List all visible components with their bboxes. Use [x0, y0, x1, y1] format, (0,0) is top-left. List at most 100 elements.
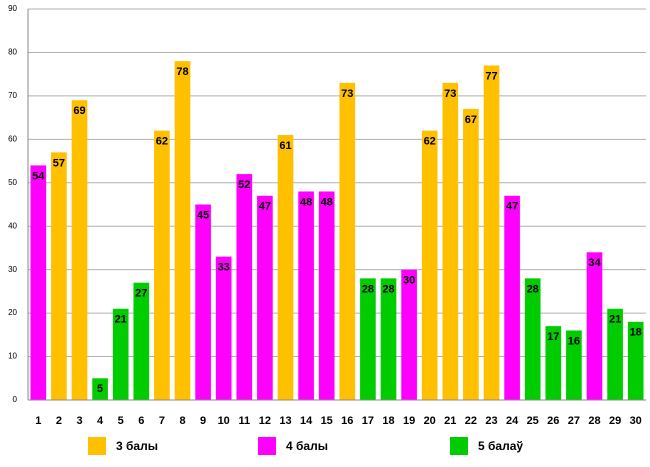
value-label: 33 [218, 262, 230, 274]
x-tick-label: 30 [630, 415, 642, 427]
x-tick-label: 6 [138, 415, 144, 427]
x-tick-label: 8 [179, 415, 185, 427]
x-tick-label: 26 [547, 415, 559, 427]
y-tick-label: 10 [8, 352, 17, 361]
bar [442, 82, 459, 400]
value-label: 78 [176, 66, 188, 78]
value-label: 30 [403, 275, 415, 287]
value-label: 21 [609, 314, 621, 326]
x-tick-label: 19 [403, 415, 415, 427]
x-tick-label: 23 [485, 415, 497, 427]
bar [504, 195, 520, 400]
x-tick-label: 10 [218, 415, 230, 427]
x-tick-label: 20 [424, 415, 436, 427]
value-label: 45 [197, 209, 209, 221]
bar [483, 65, 500, 400]
x-tick-label: 27 [568, 415, 580, 427]
x-tick-label: 25 [527, 415, 539, 427]
legend-swatch [88, 437, 106, 455]
bar [30, 165, 47, 400]
value-label: 28 [527, 283, 539, 295]
bar [133, 282, 150, 400]
y-tick-label: 90 [8, 4, 17, 13]
value-label: 62 [156, 136, 168, 148]
x-tick-label: 24 [506, 415, 519, 427]
bar [566, 330, 582, 400]
value-label: 52 [238, 179, 250, 191]
value-label: 54 [32, 170, 45, 182]
y-tick-label: 40 [8, 221, 17, 230]
bar [380, 278, 397, 400]
value-label: 77 [485, 70, 497, 82]
value-label: 47 [259, 201, 271, 213]
x-tick-label: 5 [118, 415, 124, 427]
value-label: 16 [568, 335, 580, 347]
value-label: 18 [630, 327, 642, 339]
x-tick-label: 7 [159, 415, 165, 427]
x-tick-label: 14 [300, 415, 313, 427]
bar [401, 269, 417, 400]
x-tick-label: 15 [321, 415, 333, 427]
x-tick-label: 2 [56, 415, 62, 427]
bar [277, 134, 294, 400]
bar [545, 326, 562, 400]
x-tick-label: 11 [238, 415, 250, 427]
value-label: 5 [97, 383, 103, 395]
bar [71, 100, 88, 400]
legend-swatch [450, 437, 468, 455]
y-tick-label: 60 [8, 134, 17, 143]
bar [421, 130, 438, 400]
legend-label: 3 балы [116, 439, 158, 453]
bar [257, 195, 273, 400]
bar [298, 191, 314, 400]
value-label: 28 [362, 283, 374, 295]
x-tick-label: 17 [362, 415, 374, 427]
y-tick-label: 30 [8, 265, 17, 274]
value-label: 47 [506, 201, 518, 213]
value-label: 67 [465, 114, 477, 126]
x-tick-label: 13 [279, 415, 291, 427]
value-label: 48 [300, 196, 312, 208]
bar [627, 321, 644, 400]
bar [215, 256, 232, 400]
x-tick-label: 21 [444, 415, 456, 427]
y-tick-label: 0 [13, 395, 18, 404]
x-tick-label: 16 [341, 415, 353, 427]
y-tick-label: 70 [8, 91, 17, 100]
bar [318, 191, 335, 400]
bar [174, 61, 191, 401]
bar [463, 108, 479, 400]
x-tick-label: 3 [76, 415, 82, 427]
x-tick-label: 1 [35, 415, 41, 427]
x-tick-label: 18 [382, 415, 394, 427]
value-label: 73 [444, 88, 456, 100]
y-tick-label: 50 [8, 178, 17, 187]
x-tick-label: 9 [200, 415, 206, 427]
x-tick-label: 29 [609, 415, 621, 427]
value-label: 62 [424, 136, 436, 148]
value-label: 34 [588, 257, 601, 269]
bar [92, 378, 108, 400]
bar [195, 204, 211, 400]
x-tick-label: 28 [588, 415, 600, 427]
bar [586, 252, 603, 400]
value-label: 21 [115, 314, 127, 326]
bar [339, 82, 356, 400]
legend-label: 5 балаў [478, 439, 523, 453]
bar [112, 308, 129, 400]
value-label: 69 [73, 105, 85, 117]
x-tick-label: 22 [465, 415, 477, 427]
legend-swatch [258, 437, 276, 455]
x-tick-label: 4 [97, 415, 104, 427]
value-label: 57 [53, 157, 65, 169]
y-tick-label: 80 [8, 48, 17, 57]
x-tick-label: 12 [259, 415, 271, 427]
bar [154, 130, 170, 400]
bar [524, 278, 541, 400]
y-tick-label: 20 [8, 308, 17, 317]
bar [607, 308, 623, 400]
value-label: 61 [279, 140, 291, 152]
bar [360, 278, 376, 400]
legend-label: 4 балы [286, 439, 328, 453]
